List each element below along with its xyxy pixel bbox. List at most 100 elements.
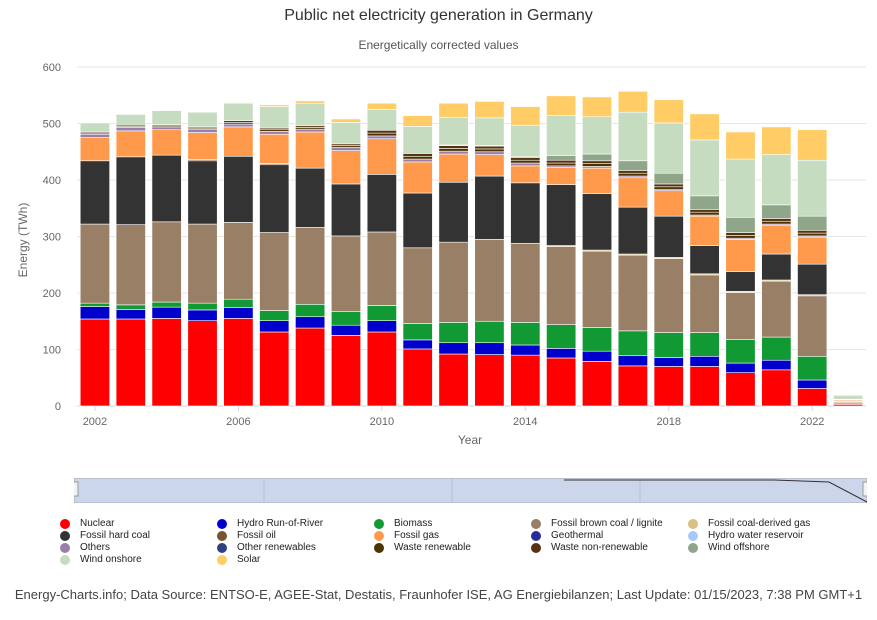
bar-segment[interactable] (259, 320, 290, 333)
bar-segment[interactable] (79, 160, 110, 225)
bar-segment[interactable] (617, 90, 648, 113)
bar-stack-2014[interactable] (510, 106, 541, 407)
bar-segment[interactable] (187, 111, 218, 113)
bar-stack-2013[interactable] (474, 101, 505, 407)
bar-segment[interactable] (582, 167, 613, 194)
bar-segment[interactable] (653, 190, 684, 217)
bar-segment[interactable] (617, 177, 648, 208)
bar-segment[interactable] (797, 295, 828, 357)
bar-segment[interactable] (259, 106, 290, 129)
bar-segment[interactable] (259, 310, 290, 321)
bar-segment[interactable] (402, 158, 433, 163)
bar-segment[interactable] (474, 239, 505, 322)
bar-segment[interactable] (546, 162, 577, 167)
bar-segment[interactable] (295, 303, 326, 318)
bar-segment[interactable] (689, 332, 720, 357)
bar-segment[interactable] (295, 327, 326, 407)
bar-stack-2009[interactable] (330, 118, 361, 407)
navigator-mask[interactable] (73, 477, 868, 504)
bar-segment[interactable] (151, 306, 182, 319)
bar-segment[interactable] (761, 224, 792, 255)
bar-segment[interactable] (115, 127, 146, 132)
bar-segment[interactable] (617, 254, 648, 332)
bar-segment[interactable] (653, 258, 684, 333)
bar-stack-2021[interactable] (761, 126, 792, 407)
bar-segment[interactable] (115, 114, 146, 126)
bar-segment[interactable] (295, 128, 326, 133)
bar-segment[interactable] (295, 102, 326, 127)
bar-segment[interactable] (438, 150, 469, 155)
bar-segment[interactable] (438, 353, 469, 407)
bar-segment[interactable] (366, 305, 397, 321)
bar-segment[interactable] (366, 135, 397, 140)
bar-segment[interactable] (653, 366, 684, 407)
bar-stack-2008[interactable] (295, 100, 326, 407)
bar-stacks[interactable] (79, 90, 864, 407)
bar-segment[interactable] (510, 106, 541, 126)
bar-segment[interactable] (617, 365, 648, 407)
bar-segment[interactable] (115, 130, 146, 158)
bar-segment[interactable] (223, 102, 254, 105)
bar-segment[interactable] (366, 231, 397, 306)
bar-segment[interactable] (653, 122, 684, 174)
bar-segment[interactable] (474, 117, 505, 146)
bar-segment[interactable] (510, 157, 541, 161)
bar-segment[interactable] (725, 292, 756, 340)
bar-segment[interactable] (653, 332, 684, 358)
bar-segment[interactable] (510, 242, 541, 323)
bar-segment[interactable] (725, 235, 756, 239)
bar-segment[interactable] (582, 361, 613, 407)
bar-segment[interactable] (510, 165, 541, 184)
bar-segment[interactable] (79, 133, 110, 138)
bar-segment[interactable] (689, 113, 720, 141)
bar-segment[interactable] (617, 355, 648, 367)
bar-stack-2011[interactable] (402, 115, 433, 407)
bar-segment[interactable] (259, 104, 290, 107)
bar-segment[interactable] (187, 160, 218, 225)
bar-segment[interactable] (151, 318, 182, 407)
bar-segment[interactable] (653, 172, 684, 185)
bar-stack-2003[interactable] (115, 114, 146, 407)
bar-segment[interactable] (761, 218, 792, 222)
bar-segment[interactable] (187, 302, 218, 311)
bar-segment[interactable] (761, 126, 792, 155)
bar-segment[interactable] (474, 320, 505, 344)
bar-segment[interactable] (582, 116, 613, 155)
bar-segment[interactable] (330, 335, 361, 407)
bar-segment[interactable] (187, 309, 218, 321)
bar-segment[interactable] (438, 116, 469, 146)
navigator-left-handle[interactable] (69, 481, 79, 497)
bar-segment[interactable] (115, 224, 146, 306)
bar-segment[interactable] (330, 235, 361, 312)
bar-segment[interactable] (402, 126, 433, 154)
bar-segment[interactable] (295, 316, 326, 329)
bar-segment[interactable] (474, 175, 505, 240)
bar-segment[interactable] (761, 154, 792, 206)
bar-segment[interactable] (582, 250, 613, 328)
bar-segment[interactable] (546, 357, 577, 407)
bar-segment[interactable] (115, 318, 146, 407)
bar-segment[interactable] (151, 129, 182, 156)
bar-stack-2005[interactable] (187, 111, 218, 407)
bar-segment[interactable] (187, 111, 218, 128)
bar-segment[interactable] (259, 131, 290, 135)
bar-segment[interactable] (223, 103, 254, 121)
bar-segment[interactable] (582, 153, 613, 162)
bar-segment[interactable] (689, 211, 720, 216)
bar-segment[interactable] (187, 223, 218, 304)
bar-segment[interactable] (151, 110, 182, 125)
bar-segment[interactable] (761, 336, 792, 361)
bar-segment[interactable] (402, 115, 433, 127)
bar-segment[interactable] (223, 307, 254, 319)
bar-segment[interactable] (582, 350, 613, 362)
bar-segment[interactable] (761, 253, 792, 281)
bar-segment[interactable] (366, 174, 397, 233)
bar-segment[interactable] (330, 122, 361, 145)
bar-stack-2022[interactable] (797, 129, 828, 407)
bar-segment[interactable] (617, 111, 648, 162)
bar-segment[interactable] (689, 245, 720, 275)
bar-segment[interactable] (295, 227, 326, 305)
bar-segment[interactable] (115, 304, 146, 310)
bar-segment[interactable] (617, 160, 648, 171)
bar-segment[interactable] (797, 129, 828, 161)
